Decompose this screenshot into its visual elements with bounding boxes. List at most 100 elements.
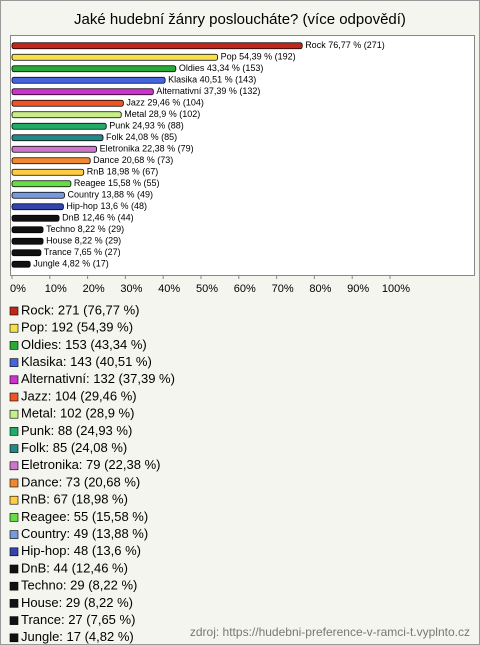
category-label: House: [46, 236, 72, 246]
category-label: Folk: [106, 132, 124, 142]
category-label: DnB: [62, 213, 80, 223]
plot-area: [10, 35, 475, 276]
category-label: Alternativní: [156, 86, 202, 96]
legend-marker: [9, 392, 19, 402]
value-label: RnB 18,98 % (67): [87, 167, 159, 177]
value-label-text: 15,58 % (55): [108, 178, 160, 188]
value-label-text: 37,39 % (132): [204, 86, 261, 96]
value-label-text: 24,93 % (88): [132, 121, 184, 131]
legend-label: Eletronika: 79 (22,38 %): [21, 457, 160, 472]
value-label-text: 4,82 % (17): [62, 259, 109, 269]
value-label-text: 8,22 % (29): [75, 236, 122, 246]
legend-label: Jazz: 104 (29,46 %): [21, 388, 137, 403]
x-tick-label: 50%: [196, 283, 218, 295]
legend-marker: [9, 599, 19, 608]
x-tick-label: 70%: [272, 283, 294, 295]
legend-marker: [9, 358, 19, 367]
legend-marker: [9, 341, 19, 350]
value-label: Trance 7,65 % (27): [44, 247, 121, 257]
legend-label: Alternativní: 132 (37,39 %): [21, 371, 175, 386]
value-label: House 8,22 % (29): [46, 236, 121, 246]
legend-label: Techno: 29 (8,22 %): [21, 578, 137, 593]
value-label: Eletronika 22,38 % (79): [100, 144, 194, 154]
value-label: Techno 8,22 % (29): [46, 224, 124, 234]
legend-marker: [9, 564, 19, 574]
category-label: Country: [67, 190, 99, 200]
bar: [11, 214, 60, 222]
bar: [11, 53, 218, 61]
legend-label: DnB: 44 (12,46 %): [21, 560, 128, 575]
bar: [11, 111, 122, 119]
x-tick-label: 80%: [309, 283, 331, 295]
value-label: Metal 28,9 % (102): [124, 109, 200, 119]
bar: [11, 180, 72, 188]
legend-label: Trance: 27 (7,65 %): [21, 612, 135, 627]
value-label: Dance 20,68 % (73): [93, 155, 173, 165]
value-label: Klasika 40,51 % (143): [168, 75, 256, 85]
value-label-text: 22,38 % (79): [142, 144, 194, 154]
bar: [11, 145, 97, 153]
bar: [11, 99, 124, 107]
legend-marker: [9, 478, 19, 488]
legend-label: Klasika: 143 (40,51 %): [21, 354, 152, 369]
value-label-text: 8,22 % (29): [78, 224, 125, 234]
legend-label: Oldies: 153 (43,34 %): [21, 337, 147, 352]
bar: [11, 122, 107, 130]
legend-marker: [9, 530, 19, 539]
legend-label: Reagee: 55 (15,58 %): [21, 509, 148, 524]
category-label: Punk: [109, 121, 130, 131]
legend-marker: [9, 323, 19, 333]
bar: [11, 134, 104, 142]
bar: [11, 203, 64, 211]
legend-label: Jungle: 17 (4,82 %): [21, 629, 134, 644]
legend-label: House: 29 (8,22 %): [21, 595, 133, 610]
value-label: DnB 12,46 % (44): [62, 213, 134, 223]
value-label-text: 28,9 % (102): [149, 109, 201, 119]
legend-marker: [9, 427, 19, 436]
category-label: Dance: [93, 155, 119, 165]
x-tick-label: 10%: [45, 283, 67, 295]
legend-label: Country: 49 (13,88 %): [21, 526, 148, 541]
value-label-text: 18,98 % (67): [107, 167, 159, 177]
x-tick-label: 0%: [10, 283, 26, 295]
category-label: Jazz: [126, 98, 145, 108]
legend-label: Punk: 88 (24,93 %): [21, 423, 132, 438]
x-tick-label: 90%: [347, 283, 369, 295]
value-label-text: 20,68 % (73): [122, 155, 174, 165]
value-label-text: 76,77 % (271): [328, 40, 385, 50]
legend-marker: [9, 306, 19, 316]
legend-label: RnB: 67 (18,98 %): [21, 492, 128, 507]
bar: [11, 237, 44, 245]
value-label-text: 54,39 % (192): [239, 52, 296, 62]
x-tick-label: 60%: [234, 283, 256, 295]
bar: [11, 168, 85, 176]
value-label: Reagee 15,58 % (55): [74, 178, 160, 188]
x-tick-label: 20%: [83, 283, 105, 295]
chart-title: Jaké hudební žánry posloucháte? (více od…: [74, 11, 406, 28]
value-label-text: 43,34 % (153): [207, 63, 264, 73]
value-label: Country 13,88 % (49): [67, 190, 153, 200]
bar: [11, 88, 154, 96]
legend-marker: [9, 495, 19, 505]
value-label: Jazz 29,46 % (104): [126, 98, 204, 108]
bar: [11, 226, 44, 234]
bar: [11, 65, 177, 73]
value-label: Punk 24,93 % (88): [109, 121, 184, 131]
legend-marker: [9, 547, 19, 557]
x-tick-label: 100%: [382, 283, 410, 295]
legend-label: Hip-hop: 48 (13,6 %): [21, 543, 141, 558]
legend-marker: [9, 616, 19, 625]
category-label: Oldies: [179, 63, 205, 73]
category-label: RnB: [87, 167, 105, 177]
value-label-text: 7,65 % (27): [74, 247, 121, 257]
x-tick-label: 30%: [120, 283, 142, 295]
bar: [11, 191, 65, 199]
category-label: Techno: [46, 224, 75, 234]
legend-marker: [9, 375, 19, 385]
legend-marker: [9, 513, 19, 522]
legend-marker: [9, 581, 19, 591]
category-label: Metal: [124, 109, 146, 119]
value-label: Rock 76,77 % (271): [305, 40, 385, 50]
value-label: Pop 54,39 % (192): [221, 52, 296, 62]
